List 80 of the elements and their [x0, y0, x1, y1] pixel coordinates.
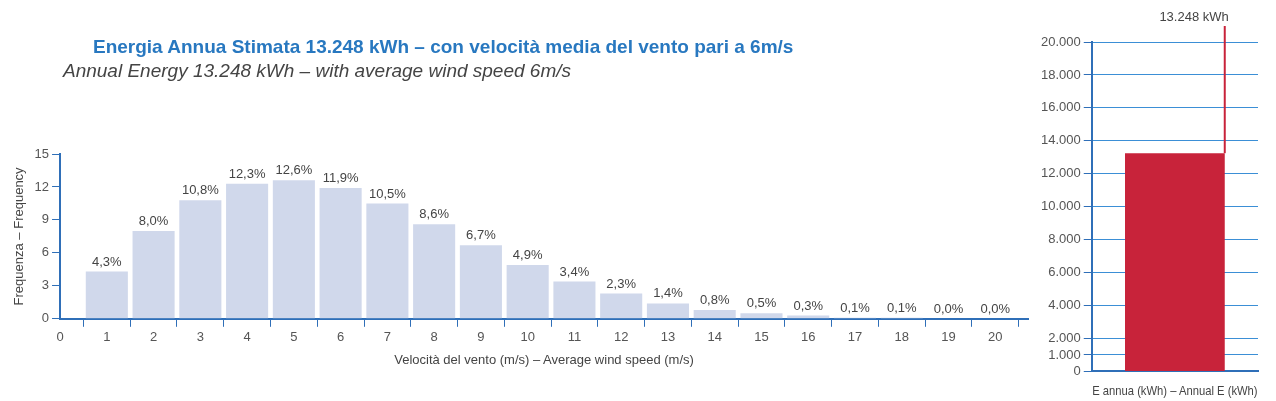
- x-axis-title: Velocità del vento (m/s) – Average wind speed (m/s): [394, 351, 694, 367]
- bar: [413, 224, 456, 319]
- x-tick-label: 0: [56, 329, 64, 345]
- chart-title: Energia Annua Stimata 13.248 kWh – con velocità media del vento pari a 6m/s: [93, 36, 795, 58]
- y-tick-label: 8.000: [1048, 231, 1081, 247]
- x-tick-label: 7: [383, 329, 391, 345]
- bar: [179, 200, 222, 319]
- x-tick-label: 5: [290, 329, 298, 345]
- data-label: 10,5%: [368, 185, 407, 201]
- x-tick-label: 15: [754, 329, 769, 345]
- data-label: 10,8%: [181, 182, 220, 198]
- x-axis-title: E annua (kWh) – Annual E (kWh): [1092, 383, 1258, 398]
- data-label: 8,0%: [138, 212, 169, 228]
- y-tick-label: 9: [41, 211, 50, 227]
- y-tick-label: 12: [34, 178, 50, 194]
- x-tick-label: 16: [800, 329, 816, 345]
- y-tick-label: 4.000: [1048, 297, 1081, 313]
- y-axis-title: Frequenza – Frequency: [11, 166, 27, 306]
- x-tick-label: 19: [941, 329, 956, 345]
- data-label: 11,9%: [322, 170, 360, 186]
- data-label: 0,1%: [886, 299, 917, 315]
- bar: [646, 303, 689, 319]
- data-label: 0,1%: [840, 299, 871, 315]
- bar: [506, 264, 549, 319]
- x-tick-label: 20: [988, 329, 1003, 345]
- x-tick-label: 12: [613, 329, 629, 345]
- data-label: 0,8%: [699, 292, 730, 308]
- data-label: 4,9%: [512, 247, 543, 263]
- data-label: 13.248 kWh: [1159, 9, 1229, 25]
- x-tick-label: 6: [337, 329, 345, 345]
- y-tick-label: 6.000: [1048, 264, 1081, 280]
- bar: [366, 203, 409, 319]
- x-tick-label: 14: [707, 329, 722, 345]
- x-tick-label: 4: [243, 329, 251, 345]
- x-tick-label: 18: [894, 329, 909, 345]
- data-label: 6,7%: [466, 227, 497, 243]
- x-tick-label: 17: [847, 329, 863, 345]
- bar: [132, 230, 175, 319]
- bar: [553, 281, 596, 319]
- data-label: 8,6%: [419, 206, 450, 222]
- data-label: 0,5%: [746, 295, 777, 311]
- x-tick-label: 3: [196, 329, 204, 345]
- bar: [272, 180, 315, 319]
- x-tick-label: 2: [149, 329, 158, 345]
- bar: [693, 310, 736, 319]
- bar: [600, 293, 643, 319]
- y-tick-label: 16.000: [1041, 99, 1081, 115]
- y-tick-label: 3: [41, 277, 50, 293]
- x-tick-label: 11: [567, 329, 582, 345]
- data-label: 3,4%: [559, 263, 590, 279]
- x-tick-label: 13: [660, 329, 676, 345]
- y-tick-label: 14.000: [1041, 132, 1081, 148]
- y-tick-label: 18.000: [1041, 66, 1081, 82]
- y-tick-label: 20.000: [1041, 33, 1081, 49]
- bar: [740, 313, 783, 319]
- x-tick-label: 8: [430, 329, 438, 345]
- x-tick-label: 1: [103, 329, 111, 345]
- y-tick-label: 10.000: [1041, 198, 1081, 214]
- y-tick-label: 15: [34, 145, 50, 161]
- y-tick-label: 0: [1073, 362, 1081, 378]
- y-tick-label: 12.000: [1041, 165, 1081, 181]
- y-tick-label: 0: [41, 310, 50, 326]
- bar: [319, 188, 362, 319]
- y-tick-label: 1.000: [1048, 346, 1081, 362]
- x-tick-label: 9: [477, 329, 485, 345]
- chart-subtitle: Annual Energy 13.248 kWh – with average wind speed 6m/s: [63, 60, 573, 82]
- data-label: 4,3%: [92, 253, 123, 269]
- data-label: 12,6%: [275, 162, 313, 178]
- y-tick-label: 2.000: [1048, 330, 1081, 346]
- data-label: 2,3%: [606, 275, 637, 291]
- data-label: 12,3%: [228, 165, 266, 181]
- bar: [85, 271, 128, 319]
- data-label: 1,4%: [653, 285, 684, 301]
- bar: [226, 183, 269, 319]
- y-tick-label: 6: [41, 244, 50, 260]
- data-label: 0,0%: [933, 300, 964, 316]
- x-tick-label: 10: [520, 329, 535, 345]
- bar: [459, 245, 502, 319]
- data-label: 0,3%: [793, 297, 824, 313]
- data-label: 0,0%: [980, 300, 1011, 316]
